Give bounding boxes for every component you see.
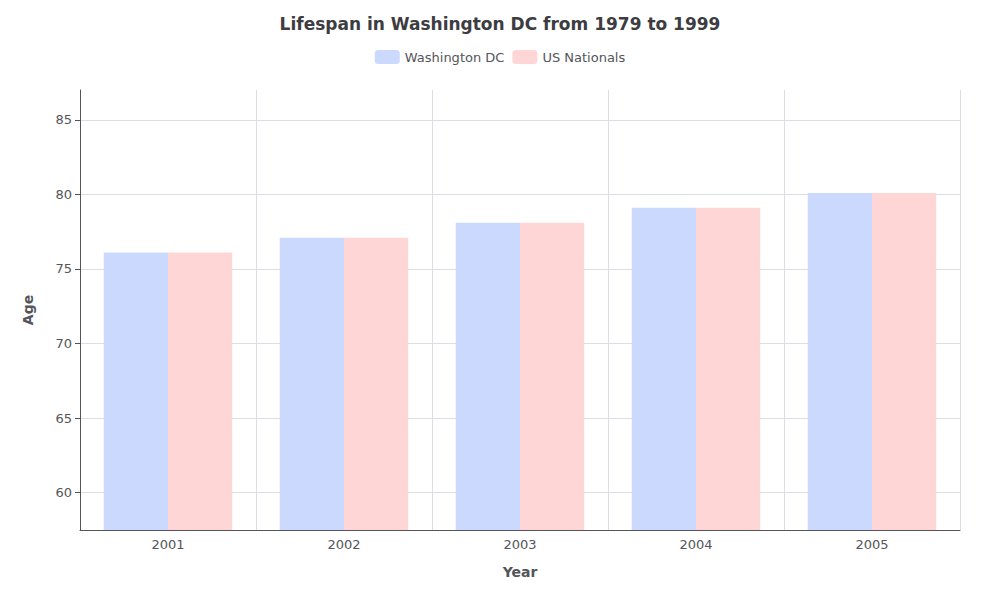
svg-text:60: 60 (55, 485, 72, 500)
svg-text:US Nationals: US Nationals (542, 50, 625, 65)
svg-text:70: 70 (55, 336, 72, 351)
svg-text:2002: 2002 (327, 537, 360, 552)
svg-text:2003: 2003 (503, 537, 536, 552)
svg-text:Washington DC: Washington DC (405, 50, 505, 65)
svg-text:80: 80 (55, 187, 72, 202)
svg-text:Age: Age (20, 295, 36, 325)
svg-text:65: 65 (55, 411, 72, 426)
svg-text:75: 75 (55, 261, 72, 276)
svg-text:2004: 2004 (679, 537, 712, 552)
svg-text:Year: Year (502, 564, 538, 580)
svg-text:Lifespan in Washington DC from: Lifespan in Washington DC from 1979 to 1… (280, 14, 721, 34)
svg-text:85: 85 (55, 112, 72, 127)
svg-text:2001: 2001 (151, 537, 184, 552)
svg-text:2005: 2005 (855, 537, 888, 552)
